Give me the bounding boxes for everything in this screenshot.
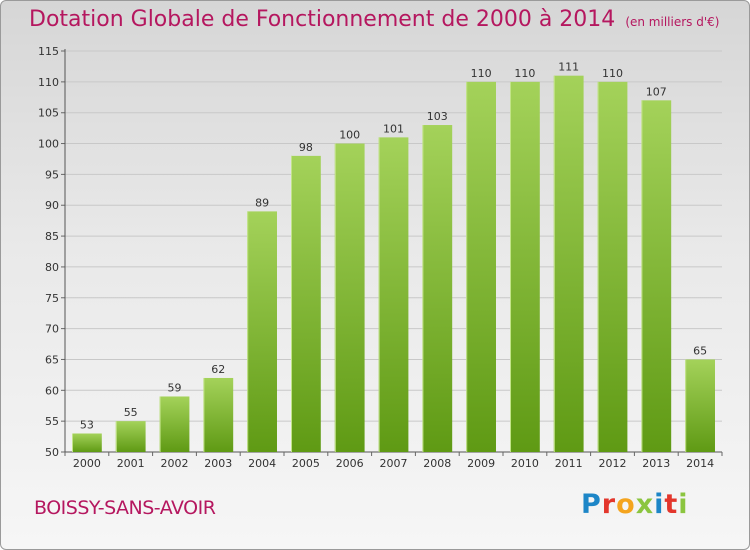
x-tick-label: 2012 [599,457,627,470]
logo-letter: o [616,489,636,520]
bar-value-label: 110 [602,67,623,80]
y-tick-label: 80 [45,261,59,274]
y-tick-label: 50 [45,446,59,459]
bar-value-label: 55 [124,406,138,419]
bar-value-label: 101 [383,122,404,135]
logo-letter: x [635,489,655,520]
bar-value-label: 110 [471,67,492,80]
proxiti-logo: Proxiti [581,489,689,520]
bar-value-label: 103 [427,110,448,123]
x-tick-label: 2008 [423,457,451,470]
bar [510,81,540,452]
x-tick-label: 2007 [380,457,408,470]
title-text: Dotation Globale de Fonctionnement de 20… [29,7,616,32]
bar-value-label: 65 [693,344,707,357]
bar-value-label: 62 [211,363,225,376]
chart-title: Dotation Globale de Fonctionnement de 20… [29,7,719,32]
bars [72,75,715,453]
x-tick-label: 2013 [642,457,670,470]
bar [72,433,102,452]
logo-letter: t [664,489,679,520]
y-tick-label: 95 [45,168,59,181]
bar [291,155,321,452]
bar [685,359,715,452]
bar [247,211,277,452]
y-tick-label: 110 [38,76,59,89]
bar-value-label: 111 [558,61,579,74]
data-labels: 53 55 59 62 89 98 100 101 103 110 110 111 110 107 65 [80,61,707,432]
bar-value-label: 110 [514,67,535,80]
x-tick-label: 2005 [292,457,320,470]
bar [466,81,496,452]
bar [115,421,146,452]
bar-value-label: 59 [168,381,182,394]
bar [641,100,672,452]
x-tick-label: 2000 [73,457,101,470]
x-tick-label: 2003 [204,457,232,470]
logo-letter: r [601,489,617,520]
x-tick-label: 2011 [555,457,583,470]
x-tick-label: 2002 [161,457,189,470]
x-tick-label: 2014 [686,457,714,470]
y-tick-label: 90 [45,199,59,212]
bar-value-label: 89 [255,196,269,209]
x-tick-label: 2010 [511,457,539,470]
bar [159,396,190,452]
bar [597,81,628,452]
bar [422,125,453,453]
y-tick-label: 65 [45,353,59,366]
y-tick-label: 115 [38,45,59,58]
bar [378,137,409,452]
city-name: BOISSY-SANS-AVOIR [34,497,216,519]
chart-subtitle: (en milliers d'€) [625,15,720,29]
logo-letter: i [678,489,689,520]
bar-value-label: 53 [80,418,94,431]
x-tick-label: 2001 [117,457,145,470]
y-tick-label: 100 [38,138,59,151]
x-tick-label: 2006 [336,457,364,470]
x-tick-label: 2004 [248,457,276,470]
y-tick-label: 60 [45,384,59,397]
y-tick-label: 70 [45,323,59,336]
logo-letter: P [581,489,602,520]
y-tick-label: 75 [45,292,59,305]
logo-letter: i [654,489,665,520]
bar-value-label: 98 [299,141,313,154]
bar [553,75,584,452]
bar-value-label: 107 [646,85,667,98]
bar [334,143,365,453]
x-tick-label: 2009 [467,457,495,470]
y-tick-label: 85 [45,230,59,243]
y-tick-label: 105 [38,107,59,120]
y-tick-label: 55 [45,415,59,428]
bar [203,377,234,452]
bar-value-label: 100 [339,129,360,142]
axes: 50 55 60 65 70 75 80 85 90 95 100 105 110 115 2000 2001… [38,45,723,470]
